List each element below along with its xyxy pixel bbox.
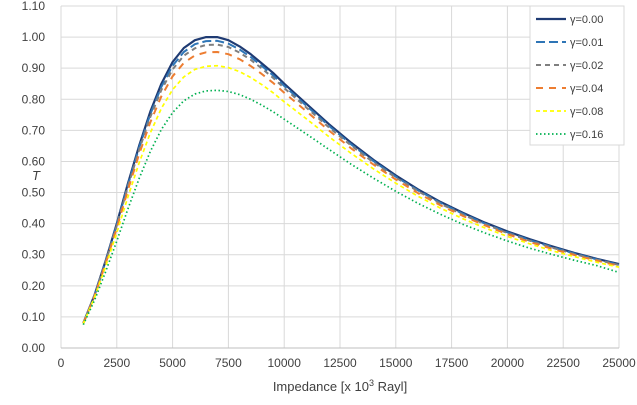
legend-label: γ=0.01 <box>570 37 603 49</box>
legend-box <box>529 5 625 146</box>
y-tick-label: 0.70 <box>22 123 46 137</box>
y-tick-label: 1.00 <box>22 30 46 44</box>
y-tick-label: 0.50 <box>22 186 46 200</box>
y-axis-label: T <box>32 168 41 183</box>
series-line-4 <box>82 64 620 325</box>
legend-label: γ=0.02 <box>570 60 603 72</box>
y-tick-label: 0.30 <box>22 248 46 262</box>
x-tick-label: 20000 <box>491 356 525 370</box>
y-tick-label: 0.80 <box>22 92 46 106</box>
x-tick-label: 2500 <box>103 356 130 370</box>
x-tick-label: 7500 <box>215 356 242 370</box>
x-tick-label: 10000 <box>268 356 302 370</box>
y-tick-label: 0.10 <box>22 310 46 324</box>
y-tick-label: 0.90 <box>22 61 46 75</box>
legend-label: γ=0.04 <box>570 83 603 95</box>
x-axis-label-suffix: Rayl] <box>374 379 407 394</box>
x-axis-ticks: 0 2500 5000 7500 10000 12500 15000 17500 20000 22… <box>58 356 636 370</box>
x-tick-label: 22500 <box>547 356 581 370</box>
y-tick-label: 1.10 <box>22 0 46 13</box>
y-tick-label: 0.00 <box>22 341 46 355</box>
x-tick-label: 17500 <box>435 356 469 370</box>
legend-items: γ=0.00 γ=0.01 γ=0.02 γ=0.04 γ=0.08 γ=0.16 <box>536 14 603 141</box>
x-tick-label: 5000 <box>159 356 186 370</box>
y-tick-label: 0.20 <box>22 279 46 293</box>
series-line-5 <box>82 89 620 326</box>
legend-label: γ=0.16 <box>570 129 603 141</box>
x-tick-label: 25000 <box>602 356 636 370</box>
x-axis-label-exponent: 3 <box>369 378 374 388</box>
x-tick-label: 15000 <box>379 356 413 370</box>
legend: γ=0.00 γ=0.01 γ=0.02 γ=0.04 γ=0.08 γ=0.16 <box>529 5 625 146</box>
y-tick-label: 0.60 <box>22 154 46 168</box>
x-tick-label: 12500 <box>323 356 357 370</box>
y-axis-ticks: 0.00 0.10 0.20 0.30 0.40 0.50 0.60 0.70 0.80 0.90… <box>22 0 46 355</box>
x-axis-label-main: Impedance [x 10 <box>273 379 369 394</box>
x-axis-label: Impedance [x 103 Rayl] <box>273 378 407 394</box>
y-tick-label: 0.40 <box>22 217 46 231</box>
series-line-3 <box>82 51 620 324</box>
legend-label: γ=0.08 <box>570 106 603 118</box>
x-tick-label: 0 <box>58 356 65 370</box>
legend-label: γ=0.00 <box>570 14 603 26</box>
series-layer <box>82 35 620 326</box>
series-line-2 <box>82 43 620 324</box>
